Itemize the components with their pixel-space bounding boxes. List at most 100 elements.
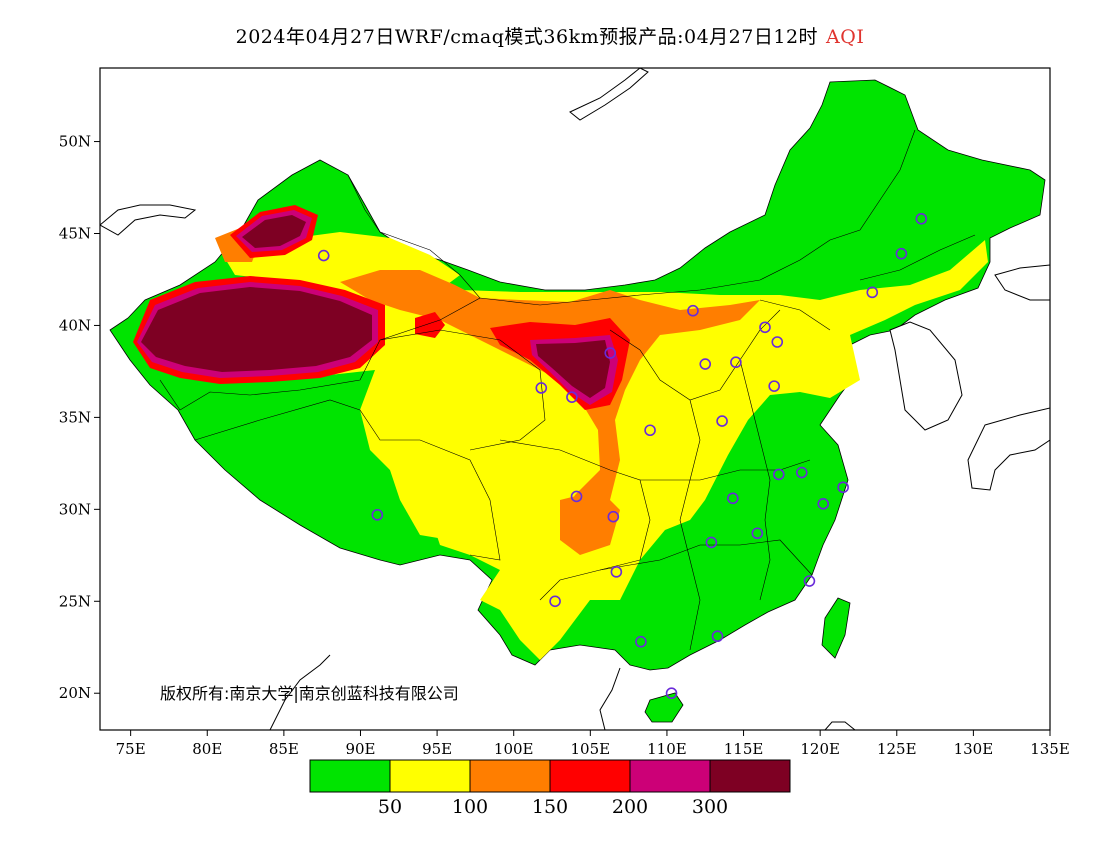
lat-tick-label: 20N (59, 684, 91, 702)
lon-tick-label: 95E (422, 740, 452, 758)
boundary-qinghai (379, 329, 546, 451)
latitude-axis: 50N 45N 40N 35N 30N 25N 20N (59, 133, 100, 702)
lat-tick-label: 35N (59, 408, 91, 426)
city-station-marker (535, 382, 548, 394)
city-station-marker (665, 687, 678, 700)
city-station-marker (607, 510, 620, 523)
lon-tick-label: 85E (269, 740, 299, 758)
lon-tick-label: 100E (494, 740, 534, 758)
boundary-tibet (194, 399, 501, 561)
station-markers (317, 212, 928, 700)
lon-tick-label: 120E (800, 740, 840, 758)
legend-break-label: 50 (378, 796, 402, 818)
longitude-axis: 75E 80E 85E 90E 95E 100E 105E 110E 115E 120E 125E 1… (116, 730, 1070, 758)
japan-coast (967, 407, 1050, 491)
legend-swatch (549, 759, 631, 793)
city-station-marker (895, 247, 908, 260)
legend-swatch (389, 759, 471, 793)
city-station-marker (837, 481, 849, 494)
city-station-marker (317, 249, 330, 262)
city-station-marker (866, 286, 879, 299)
hainan (644, 692, 684, 723)
luzon-coast (824, 721, 856, 730)
lat-tick-label: 25N (59, 592, 91, 610)
lat-tick-label: 40N (59, 316, 91, 334)
taiwan (821, 597, 851, 659)
aqi-zone-sensitive (340, 270, 760, 540)
lon-tick-label: 125E (877, 740, 917, 758)
city-station-marker (371, 509, 384, 521)
city-station-marker (644, 424, 656, 437)
city-station-marker (711, 630, 724, 643)
title-text: 2024年04月27日WRF/cmaq模式36km预报产品:04月27日12时 (235, 26, 819, 48)
map-title: 2024年04月27日WRF/cmaq模式36km预报产品:04月27日12时 A… (0, 22, 1100, 49)
province-boundaries (159, 129, 976, 651)
city-station-marker (759, 321, 771, 334)
legend-swatch (629, 759, 711, 793)
vietnam-coast (599, 667, 621, 730)
boundary-xinjiang (159, 174, 481, 411)
city-station-marker (705, 536, 718, 549)
boundary-inner-mongolia (479, 129, 916, 306)
neighbour-coastlines (100, 68, 1050, 491)
boundary-east (679, 399, 701, 651)
city-station-marker (687, 304, 699, 317)
legend-break-label: 200 (612, 796, 648, 818)
boundary-southeast (599, 539, 813, 576)
aqi-legend: 50 100 150 200 300 (309, 759, 791, 818)
city-station-marker (751, 527, 764, 540)
city-station-marker (610, 566, 623, 578)
city-station-marker (772, 468, 785, 481)
city-station-marker (803, 575, 816, 587)
city-station-marker (566, 391, 578, 403)
legend-break-label: 150 (532, 796, 568, 818)
boundary-east-coast (739, 359, 771, 601)
map-frame (99, 67, 1051, 731)
boundary-hebei (759, 299, 831, 331)
boundary-northeast (859, 234, 976, 281)
west-coast (269, 654, 331, 730)
lon-tick-label: 80E (192, 740, 222, 758)
city-station-marker (699, 358, 712, 370)
lon-tick-label: 130E (954, 740, 994, 758)
map-content (100, 68, 1050, 730)
city-station-marker (727, 492, 739, 505)
city-station-marker (570, 490, 583, 503)
lat-tick-label: 30N (59, 500, 91, 518)
boundary-central (609, 309, 781, 401)
city-station-marker (771, 336, 784, 348)
baikal-coast (569, 68, 649, 121)
boundary-sichuan (499, 439, 651, 601)
caspian-coast (100, 204, 197, 236)
legend-swatch (709, 759, 791, 793)
city-station-marker (716, 415, 728, 427)
lon-tick-label: 75E (116, 740, 146, 758)
aqi-zone-hazardous-tarim (141, 287, 372, 372)
legend-break-label: 300 (692, 796, 728, 818)
city-station-marker (604, 347, 617, 359)
city-station-marker (817, 498, 830, 510)
city-station-marker (635, 635, 647, 648)
korea-coast (889, 321, 963, 431)
lon-tick-label: 135E (1030, 740, 1070, 758)
copyright-notice: 版权所有:南京大学|南京创蓝科技有限公司 (160, 684, 459, 703)
lon-tick-label: 115E (724, 740, 764, 758)
city-station-marker (915, 212, 928, 225)
lat-tick-label: 50N (59, 133, 91, 151)
city-station-marker (730, 356, 742, 369)
lat-tick-label: 45N (59, 225, 91, 243)
city-station-marker (549, 595, 561, 608)
city-station-marker (768, 380, 780, 392)
aqi-zone-unhealthy-qinghai (415, 312, 445, 338)
lon-tick-label: 110E (647, 740, 687, 758)
legend-swatch (309, 759, 391, 793)
city-station-marker (795, 466, 808, 479)
aqi-zone-moderate-tibet (380, 430, 490, 540)
variable-label: AQI (826, 26, 865, 48)
aqi-zone-sensitive-sichuan (560, 490, 620, 555)
japan-north-coast (994, 264, 1050, 301)
boundary-south (640, 459, 811, 481)
other-coastlines (269, 654, 856, 730)
legend-break-label: 100 (452, 796, 488, 818)
